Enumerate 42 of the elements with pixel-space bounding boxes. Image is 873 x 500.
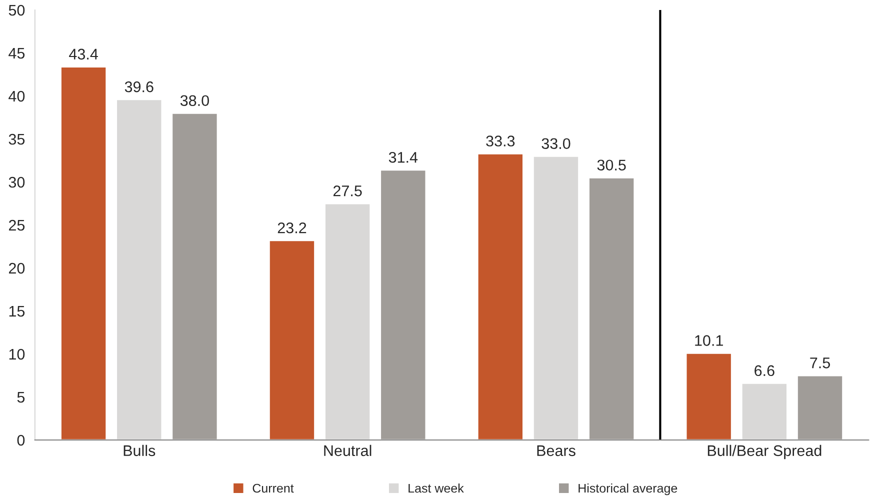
y-tick-label: 25: [8, 220, 25, 231]
data-label: 30.5: [597, 160, 626, 171]
data-label: 38.0: [180, 95, 209, 106]
y-tick-label: 15: [9, 306, 25, 317]
data-label: 10.1: [695, 335, 723, 346]
bar: [324, 202, 372, 440]
y-tick-label: 30: [8, 176, 25, 188]
data-label: 33.3: [486, 136, 515, 146]
bar: [268, 240, 316, 440]
bar: [740, 382, 788, 440]
y-tick-label: 10: [9, 348, 25, 360]
data-label: 7.5: [810, 358, 830, 368]
x-tick-label: Bears: [537, 445, 576, 456]
data-label: 39.6: [124, 81, 154, 92]
bar: [588, 177, 636, 440]
legend-label: Current: [252, 484, 294, 493]
bar: [685, 352, 732, 440]
x-tick-label: Neutral: [324, 444, 372, 456]
y-tick-label: 45: [8, 48, 25, 59]
bar: [796, 374, 844, 440]
bar: [171, 112, 218, 440]
bar: [532, 156, 580, 440]
data-label: 33.0: [542, 138, 570, 150]
data-label: 31.4: [388, 152, 418, 163]
y-tick-label: 5: [17, 392, 25, 403]
y-tick-label: 50: [8, 4, 25, 16]
y-tick-label: 40: [8, 90, 25, 102]
legend-label: Historical average: [578, 484, 678, 496]
legend-label: Last week: [408, 484, 464, 493]
data-label: 6.6: [754, 365, 774, 376]
y-tick-label: 0: [17, 434, 25, 446]
x-tick-label: Bulls: [124, 444, 156, 456]
bar: [380, 169, 427, 440]
data-label: 23.2: [278, 222, 306, 234]
x-tick-label: Bull/Bear Spread: [708, 444, 822, 460]
y-tick-label: 20: [8, 262, 25, 274]
data-label: 43.4: [69, 48, 98, 60]
y-tick-label: 35: [8, 134, 25, 145]
bar: [476, 152, 524, 440]
data-label: 27.5: [333, 185, 362, 196]
bar: [116, 98, 163, 440]
bar: [60, 66, 108, 440]
